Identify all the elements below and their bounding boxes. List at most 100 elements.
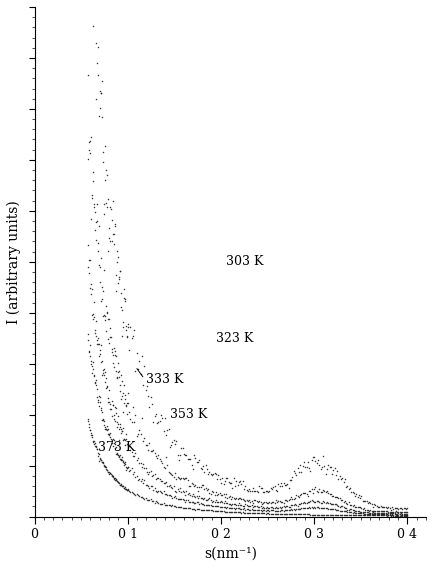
Point (371, 511, 378, 520)
Point (91, 325, 98, 335)
Point (298, 489, 305, 498)
Point (209, 502, 216, 511)
Point (133, 348, 140, 357)
Point (137, 492, 144, 501)
Point (403, 509, 410, 519)
Point (107, 404, 113, 414)
Point (226, 503, 233, 512)
Point (316, 503, 323, 512)
Point (229, 499, 236, 508)
Point (94, 59, 101, 68)
Point (377, 507, 384, 516)
Point (160, 487, 167, 496)
Point (314, 503, 321, 512)
Point (321, 497, 328, 506)
Point (101, 311, 108, 320)
Point (303, 510, 310, 519)
Point (115, 273, 122, 282)
Point (106, 429, 113, 438)
Point (193, 498, 200, 507)
Point (122, 321, 129, 330)
Point (278, 509, 284, 518)
Point (281, 506, 288, 515)
Point (210, 470, 217, 479)
Point (179, 495, 186, 504)
Point (399, 508, 406, 517)
Point (285, 483, 292, 492)
Point (334, 493, 341, 502)
Point (263, 498, 270, 507)
Point (242, 481, 249, 490)
Point (395, 511, 402, 520)
Point (85, 346, 92, 356)
Point (378, 511, 385, 520)
Point (321, 510, 328, 519)
Point (189, 504, 196, 513)
Point (150, 446, 157, 455)
Point (270, 509, 277, 518)
Point (138, 492, 145, 502)
Point (122, 294, 129, 303)
Point (94, 216, 101, 225)
Point (384, 509, 391, 518)
Point (201, 467, 208, 477)
Point (313, 502, 320, 511)
Point (115, 450, 122, 460)
Point (118, 392, 125, 401)
Point (230, 500, 237, 509)
Point (123, 399, 130, 408)
Point (129, 331, 136, 340)
Point (200, 495, 207, 504)
Point (246, 495, 252, 504)
Point (244, 501, 251, 510)
Point (291, 509, 298, 519)
Point (238, 494, 245, 503)
Y-axis label: I (arbitrary units): I (arbitrary units) (7, 200, 21, 324)
Point (119, 306, 126, 315)
Point (233, 504, 240, 513)
Point (291, 468, 298, 477)
Point (317, 487, 324, 496)
Point (123, 325, 130, 335)
Point (320, 510, 326, 519)
Point (253, 508, 260, 517)
Point (104, 394, 111, 403)
Point (293, 491, 300, 500)
Point (116, 274, 123, 283)
Point (239, 502, 246, 511)
Point (329, 492, 336, 501)
Point (197, 493, 204, 502)
Point (113, 477, 120, 486)
Point (107, 469, 114, 478)
Point (106, 338, 113, 347)
Point (170, 502, 177, 511)
Point (92, 378, 99, 387)
Point (242, 505, 249, 514)
Point (114, 477, 121, 486)
Point (107, 333, 113, 342)
Point (403, 510, 410, 519)
Point (124, 486, 131, 495)
Point (152, 497, 159, 506)
Point (385, 511, 392, 520)
Point (335, 475, 342, 484)
Point (193, 492, 200, 501)
Point (346, 508, 353, 517)
Point (119, 482, 126, 491)
Point (341, 496, 348, 506)
Point (334, 511, 341, 520)
Point (173, 502, 180, 511)
Point (403, 504, 410, 513)
Point (216, 489, 223, 498)
Point (257, 509, 264, 518)
Point (155, 450, 162, 460)
Point (362, 496, 369, 506)
Point (147, 446, 154, 456)
Point (160, 499, 167, 508)
Point (183, 487, 190, 496)
Point (123, 463, 130, 472)
Point (173, 436, 180, 445)
Point (189, 479, 196, 488)
Point (213, 469, 220, 478)
Point (187, 454, 194, 463)
